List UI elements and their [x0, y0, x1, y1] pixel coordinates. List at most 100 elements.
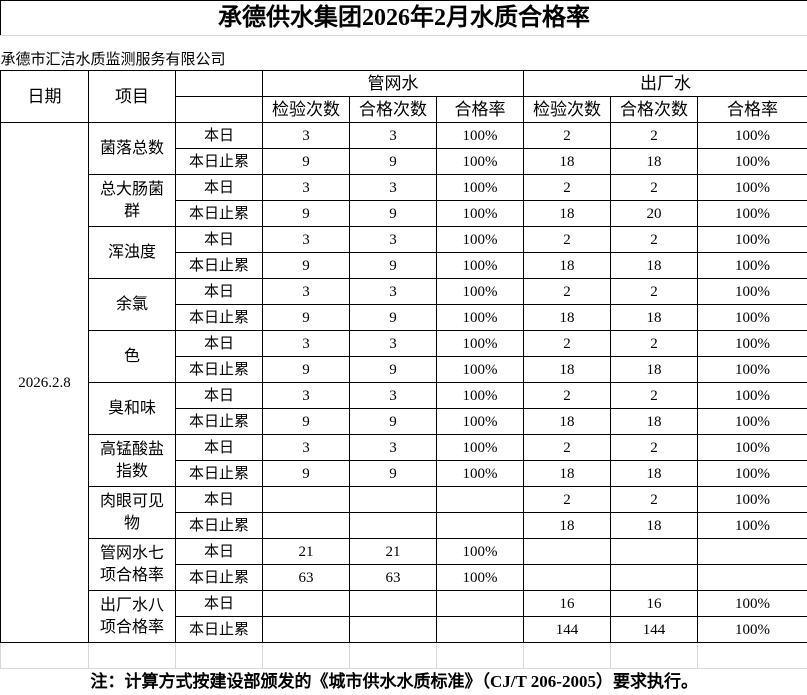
value	[523, 538, 611, 565]
blank-cell	[610, 642, 698, 669]
group-header: 出厂水	[522, 70, 807, 97]
value: 18	[523, 356, 611, 383]
value: 2	[523, 122, 611, 149]
value: 100%	[696, 382, 807, 409]
value: 9	[349, 460, 437, 487]
value: 100%	[696, 486, 807, 513]
value: 100%	[436, 148, 524, 175]
item-name: 出厂水八项合格率	[88, 590, 176, 643]
value: 3	[262, 278, 350, 305]
value: 2	[610, 330, 698, 357]
value: 3	[349, 330, 437, 357]
value: 100%	[436, 356, 524, 383]
value: 9	[349, 148, 437, 175]
group-header: 管网水	[262, 70, 524, 97]
header-row-1: 日期 项目 管网水 出厂水	[0, 70, 807, 123]
value: 100%	[436, 252, 524, 279]
value: 18	[523, 252, 611, 279]
value: 18	[610, 512, 698, 539]
value: 3	[262, 122, 350, 149]
value: 3	[349, 174, 437, 201]
blank-header	[175, 70, 263, 97]
value: 100%	[696, 226, 807, 253]
item-name: 管网水七项合格率	[88, 538, 176, 591]
value: 100%	[436, 382, 524, 409]
value: 2	[523, 486, 611, 513]
data-row: 本日止累 9 9 100% 18 20 100%	[1, 200, 807, 227]
value	[436, 512, 524, 539]
column-header: 检验次数	[262, 96, 350, 123]
value: 2	[523, 382, 611, 409]
column-header: 合格率	[436, 96, 524, 123]
value: 100%	[436, 174, 524, 201]
value: 3	[349, 122, 437, 149]
value: 100%	[436, 278, 524, 305]
value: 21	[262, 538, 350, 565]
value: 9	[349, 408, 437, 435]
blank-cell	[436, 642, 524, 669]
value: 100%	[436, 538, 524, 565]
value: 100%	[696, 278, 807, 305]
value: 3	[262, 226, 350, 253]
column-header: 合格次数	[610, 96, 698, 123]
value: 100%	[696, 200, 807, 227]
blank-cell	[0, 642, 89, 669]
value: 2	[523, 278, 611, 305]
value	[349, 486, 437, 513]
value: 100%	[696, 148, 807, 175]
value: 63	[262, 564, 350, 591]
value: 3	[262, 434, 350, 461]
row-label: 本日	[175, 330, 263, 357]
value: 3	[349, 226, 437, 253]
blank-cell	[262, 642, 350, 669]
value: 63	[349, 564, 437, 591]
row-label: 本日	[175, 122, 263, 149]
value: 2	[610, 174, 698, 201]
value: 2	[523, 174, 611, 201]
value: 9	[262, 252, 350, 279]
value: 100%	[696, 356, 807, 383]
value	[436, 486, 524, 513]
date: 2026.2.8	[0, 122, 89, 643]
value: 18	[523, 512, 611, 539]
value: 2	[610, 122, 698, 149]
value: 2	[610, 278, 698, 305]
column-header: 合格率	[696, 96, 807, 123]
value: 144	[523, 616, 611, 643]
item-name: 余氯	[88, 278, 176, 331]
row-label: 本日	[175, 590, 263, 617]
blank-cell	[175, 642, 263, 669]
note: 注：计算方式按建设部颁发的《城市供水水质标准》（CJ/T 206-2005）要求…	[90, 672, 698, 691]
value: 100%	[436, 226, 524, 253]
value: 18	[610, 252, 698, 279]
value: 16	[523, 590, 611, 617]
data-row: 本日止累 9 9 100% 18 18 100%	[1, 252, 807, 279]
value	[262, 486, 350, 513]
item-header: 项目	[88, 70, 176, 123]
item-name: 浑浊度	[88, 226, 176, 279]
value: 9	[349, 252, 437, 279]
row-label: 本日	[175, 382, 263, 409]
row-label: 本日	[175, 174, 263, 201]
value: 18	[610, 408, 698, 435]
blank-cell	[696, 642, 807, 669]
value: 100%	[696, 304, 807, 331]
row-label: 本日	[175, 486, 263, 513]
value	[349, 590, 437, 617]
value	[696, 564, 807, 591]
value: 16	[610, 590, 698, 617]
value: 100%	[696, 434, 807, 461]
data-row: 色本日 3 3 100% 2 2 100%	[1, 330, 807, 383]
value: 100%	[436, 304, 524, 331]
value: 9	[262, 356, 350, 383]
value: 100%	[696, 174, 807, 201]
blank-header	[175, 96, 263, 123]
value: 100%	[436, 330, 524, 357]
value: 18	[523, 148, 611, 175]
row-label: 本日	[175, 278, 263, 305]
data-row: 本日止累 9 9 100% 18 18 100%	[1, 304, 807, 331]
value: 3	[262, 174, 350, 201]
item-name: 菌落总数	[88, 122, 176, 175]
value: 2	[523, 330, 611, 357]
value: 2	[610, 382, 698, 409]
